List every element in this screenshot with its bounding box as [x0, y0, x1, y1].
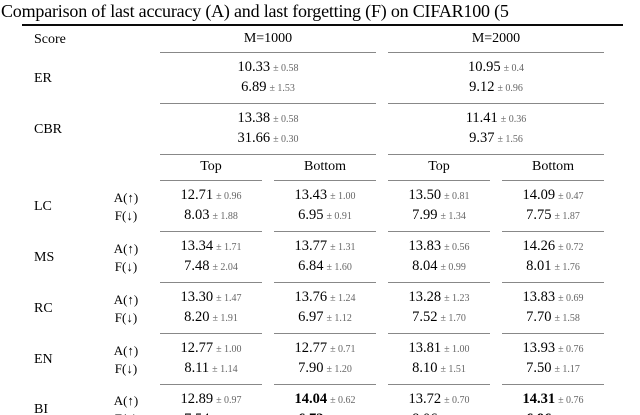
cell-er-m2000: 10.95 ± 0.4 9.12 ± 0.96	[388, 53, 604, 104]
value-f: 31.66 ± 0.30	[237, 130, 299, 146]
score-header: Score	[34, 31, 66, 47]
cell-rc-m1000-top: 13.30 ± 1.47 8.20 ± 1.91	[160, 283, 262, 334]
cell-rc-m2000-bottom: 13.83 ± 0.69 7.70 ± 1.58	[502, 283, 604, 334]
cell-lc-m1000-top: 12.71 ± 0.96 8.03 ± 1.88	[160, 181, 262, 232]
m2000-top-header: Top	[388, 155, 490, 181]
m2000-bottom-header: Bottom	[502, 155, 604, 181]
cell-ms-m1000-top: 13.34 ± 1.71 7.48 ± 2.04	[160, 232, 262, 283]
cell-bi-m1000-bottom: 14.04± 0.62 6.73± 1.76	[294, 391, 356, 415]
value-f: 9.37 ± 1.56	[469, 130, 523, 146]
cell-bi-m2000-bottom: 14.31± 0.76 6.96± 1.40	[522, 391, 584, 415]
metric-a-label: A(↑)	[113, 342, 139, 358]
results-table-wrap: Score M=1000 M=2000 ER 10.33 ± 0.58 6.89 ±…	[22, 24, 623, 415]
table-row-bi: BI A(↑) F(↓) 12.89± 0.97 7.54± 1.43 14.0…	[34, 385, 604, 415]
m1000-header: M=1000	[160, 26, 376, 53]
cell-bi-m2000-top: 13.72± 0.70 8.06± 1.49	[408, 391, 470, 415]
results-table: Score M=1000 M=2000 ER 10.33 ± 0.58 6.89 ±…	[22, 26, 616, 415]
cell-en-m1000-top: 12.77 ± 1.00 8.11 ± 1.14	[160, 334, 262, 385]
header-spacer	[104, 26, 148, 53]
value-a: 10.33 ± 0.58	[237, 59, 299, 75]
table-header-row: Score M=1000 M=2000	[34, 26, 604, 53]
metric-a-label: A(↑)	[113, 189, 139, 205]
value-a: 10.95 ± 0.4	[467, 59, 525, 75]
cell-lc-m2000-bottom: 14.09 ± 0.47 7.75 ± 1.87	[502, 181, 604, 232]
metric-f-label: F(↓)	[104, 410, 148, 415]
cell-rc-m1000-bottom: 13.76 ± 1.24 6.97 ± 1.12	[274, 283, 376, 334]
metric-f-label: F(↓)	[114, 207, 138, 223]
metric-a-label: A(↑)	[113, 240, 139, 256]
cell-en-m1000-bottom: 12.77 ± 0.71 7.90 ± 1.20	[274, 334, 376, 385]
metric-f-label: F(↓)	[114, 360, 138, 376]
row-label: EN	[34, 351, 53, 367]
table-row-rc: RC A(↑) F(↓) 13.30 ± 1.47 8.20 ± 1.91 13.7…	[34, 283, 604, 334]
value-a: 11.41 ± 0.36	[465, 110, 527, 126]
table-caption: Comparison of last accuracy (A) and last…	[1, 1, 509, 21]
value-f: 6.89 ± 1.53	[241, 79, 295, 95]
cell-bi-m1000-top: 12.89± 0.97 7.54± 1.43	[180, 391, 242, 415]
value-a: 13.38 ± 0.58	[237, 110, 299, 126]
cell-ms-m1000-bottom: 13.77 ± 1.31 6.84 ± 1.60	[274, 232, 376, 283]
cell-ms-m2000-bottom: 14.26 ± 0.72 8.01 ± 1.76	[502, 232, 604, 283]
row-label: RC	[34, 300, 53, 316]
cell-rc-m2000-top: 13.28 ± 1.23 7.52 ± 1.70	[388, 283, 490, 334]
cell-lc-m2000-top: 13.50 ± 0.81 7.99 ± 1.34	[388, 181, 490, 232]
cell-en-m2000-top: 13.81 ± 1.00 8.10 ± 1.51	[388, 334, 490, 385]
cell-en-m2000-bottom: 13.93 ± 0.76 7.50 ± 1.17	[502, 334, 604, 385]
metric-labels: A(↑) F(↓)	[104, 283, 148, 334]
metric-labels: A(↑) F(↓)	[104, 334, 148, 385]
value-f: 9.12 ± 0.96	[469, 79, 523, 95]
metric-f-label: F(↓)	[114, 258, 138, 274]
cell-lc-m1000-bottom: 13.43 ± 1.00 6.95 ± 0.91	[274, 181, 376, 232]
table-row-cbr: CBR 13.38 ± 0.58 31.66 ± 0.30 11.41 ± 0.36 …	[34, 104, 604, 155]
table-row-lc: LC A(↑) F(↓) 12.71 ± 0.96 8.03 ± 1.88 13.4…	[34, 181, 604, 232]
table-row-en: EN A(↑) F(↓) 12.77 ± 1.00 8.11 ± 1.14 12.7…	[34, 334, 604, 385]
metric-labels: A(↑) F(↓)	[104, 181, 148, 232]
row-label: CBR	[34, 121, 63, 137]
row-label: LC	[34, 198, 52, 214]
m2000-header: M=2000	[388, 26, 604, 53]
row-label: MS	[34, 249, 55, 265]
cell-cbr-m1000: 13.38 ± 0.58 31.66 ± 0.30	[160, 104, 376, 155]
metric-labels: A(↑) F(↓)	[104, 232, 148, 283]
cell-ms-m2000-top: 13.83 ± 0.56 8.04 ± 0.99	[388, 232, 490, 283]
metric-f-label: F(↓)	[114, 309, 138, 325]
metric-labels: A(↑) F(↓)	[104, 385, 148, 415]
cell-er-m1000: 10.33 ± 0.58 6.89 ± 1.53	[160, 53, 376, 104]
metric-a-label: A(↑)	[113, 393, 139, 408]
metric-a-label: A(↑)	[113, 291, 139, 307]
subheader-row: Top Bottom Top Bottom	[34, 155, 604, 181]
m1000-top-header: Top	[160, 155, 262, 181]
row-label: BI	[34, 402, 48, 415]
table-row-ms: MS A(↑) F(↓) 13.34 ± 1.71 7.48 ± 2.04 13.7…	[34, 232, 604, 283]
table-row-er: ER 10.33 ± 0.58 6.89 ± 1.53 10.95 ± 0.4 9.1…	[34, 53, 604, 104]
row-label: ER	[34, 70, 52, 86]
m1000-bottom-header: Bottom	[274, 155, 376, 181]
cell-cbr-m2000: 11.41 ± 0.36 9.37 ± 1.56	[388, 104, 604, 155]
